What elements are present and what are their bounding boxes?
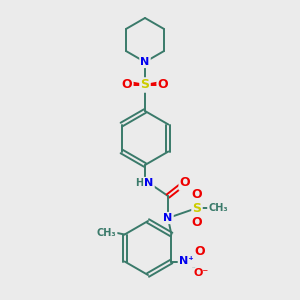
Text: CH₃: CH₃	[97, 227, 116, 238]
Text: S: S	[140, 79, 149, 92]
Text: O: O	[180, 176, 190, 190]
Text: H: H	[135, 178, 143, 188]
Text: N: N	[164, 213, 172, 223]
Text: O: O	[194, 245, 205, 258]
Text: CH₃: CH₃	[208, 203, 228, 213]
Text: O: O	[192, 188, 202, 200]
Text: O: O	[122, 79, 132, 92]
Text: O: O	[158, 79, 168, 92]
Text: N: N	[140, 57, 150, 67]
Text: O⁻: O⁻	[194, 268, 209, 278]
Text: N: N	[144, 178, 154, 188]
Text: N⁺: N⁺	[179, 256, 194, 266]
Text: S: S	[193, 202, 202, 214]
Text: O: O	[192, 215, 202, 229]
